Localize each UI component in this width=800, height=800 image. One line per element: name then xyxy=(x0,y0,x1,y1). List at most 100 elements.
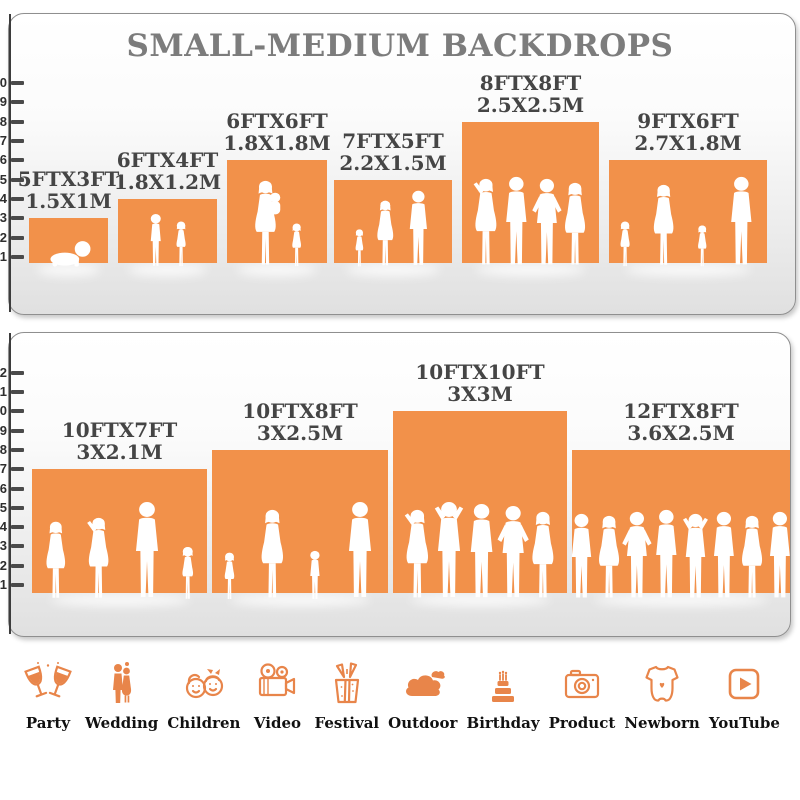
category-label: Wedding xyxy=(85,714,159,732)
bar-reflection xyxy=(237,264,317,276)
ruler-tick xyxy=(11,428,24,433)
silhouette-man xyxy=(402,190,435,268)
festival-icon xyxy=(323,660,371,708)
children-icon xyxy=(180,660,228,708)
silhouette-man2 xyxy=(493,505,533,601)
ruler-tick xyxy=(11,81,24,86)
backdrop-size-label: 10FTX10FT 3X3M xyxy=(370,361,590,405)
ruler-number: 7 xyxy=(0,461,7,477)
silhouette-man xyxy=(563,513,600,601)
category-youtube: YouTube xyxy=(709,660,780,732)
category-label: YouTube xyxy=(708,714,780,732)
party-icon xyxy=(24,660,72,708)
ruler-number: 11 xyxy=(0,384,7,399)
size-ft-text: 10FTX8FT xyxy=(242,398,358,423)
silhouette-woman xyxy=(253,509,292,601)
silhouette-woman-baby xyxy=(247,180,284,268)
category-label: Newborn xyxy=(624,714,700,732)
silhouette-woman2 xyxy=(467,178,505,268)
category-label: Festival xyxy=(314,714,380,732)
ruler-tick xyxy=(11,525,24,530)
backdrop-bar-7ftx5ft xyxy=(334,179,452,263)
ruler-number: 5 xyxy=(0,171,7,187)
outdoor-icon xyxy=(399,660,447,708)
bar-reflection xyxy=(624,264,752,276)
size-ft-text: 12FTX8FT xyxy=(623,398,739,423)
silhouette-man xyxy=(126,501,168,601)
ruler-tick xyxy=(11,139,24,144)
ruler-number: 4 xyxy=(0,519,7,535)
size-m-text: 3.6X2.5M xyxy=(627,420,735,445)
silhouette-man xyxy=(339,501,381,601)
silhouette-girl xyxy=(219,551,240,601)
silhouette-boy xyxy=(144,212,168,268)
ruler-number: 1 xyxy=(0,577,7,592)
size-m-text: 3X2.1M xyxy=(76,440,163,465)
product-icon xyxy=(558,660,606,708)
youtube-icon xyxy=(720,660,768,708)
ruler-number: 3 xyxy=(0,210,7,226)
bar-reflection xyxy=(127,264,208,276)
category-label: Product xyxy=(548,714,616,732)
backdrop-size-label: 7FTX5FT 2.2X1.5M xyxy=(283,130,503,174)
backdrop-size-label: 9FTX6FT 2.7X1.8M xyxy=(578,110,798,154)
backdrop-size-label: 6FTX4FT 1.8X1.2M xyxy=(58,149,278,193)
silhouette-girl xyxy=(176,545,200,601)
bar-reflection xyxy=(229,594,371,606)
silhouette-girl xyxy=(287,222,306,268)
category-label: Party xyxy=(25,714,71,732)
ruler-tick xyxy=(11,100,24,105)
category-label: Children xyxy=(167,714,241,732)
size-ft-text: 8FTX8FT xyxy=(479,70,582,95)
size-m-text: 2.5X2.5M xyxy=(476,92,585,117)
silhouette-girl xyxy=(351,228,368,268)
ruler-tick xyxy=(11,447,24,452)
category-label: Outdoor xyxy=(388,714,458,732)
ruler-number: 8 xyxy=(0,441,7,457)
silhouette-woman xyxy=(371,200,400,268)
size-ft-text: 10FTX10FT xyxy=(415,360,545,385)
ruler-number: 2 xyxy=(0,557,7,573)
category-wedding: Wedding xyxy=(85,660,158,732)
ruler-tick xyxy=(11,390,24,394)
ruler-tick xyxy=(11,370,24,375)
bar-reflection xyxy=(49,594,190,606)
ruler-tick xyxy=(11,197,24,201)
category-label: Birthday xyxy=(466,714,540,732)
newborn-icon xyxy=(638,660,686,708)
ruler-number: 2 xyxy=(0,229,7,245)
ruler-tick xyxy=(11,467,24,472)
size-m-text: 2.2X1.5M xyxy=(339,150,447,175)
ruler-tick xyxy=(11,583,24,587)
silhouette-man xyxy=(497,176,536,268)
silhouette-boy xyxy=(304,549,326,601)
ruler-tick xyxy=(11,486,24,491)
ruler-number: 9 xyxy=(0,94,7,110)
size-ft-text: 9FTX6FT xyxy=(637,109,739,134)
ruler-number: 4 xyxy=(0,191,7,206)
silhouette-man3 xyxy=(677,513,714,601)
silhouette-man xyxy=(461,503,502,601)
backdrop-size-label: 6FTX6FT 1.8X1.8M xyxy=(167,110,387,154)
page-title: SMALL-MEDIUM BACKDROPS xyxy=(126,28,674,64)
ruler-tick xyxy=(11,235,24,240)
silhouette-woman xyxy=(734,515,770,601)
category-label: Video xyxy=(253,714,302,732)
silhouette-girl xyxy=(171,220,191,268)
wedding-icon xyxy=(98,660,146,708)
silhouette-woman2 xyxy=(81,517,116,601)
bar-reflection xyxy=(475,264,586,276)
category-children: Children xyxy=(167,660,240,732)
size-m-text: 3X3M xyxy=(447,382,513,407)
ruler-tick xyxy=(11,119,24,124)
silhouette-baby xyxy=(45,238,92,268)
silhouette-woman xyxy=(591,515,627,601)
backdrop-size-label: 8FTX8FT 2.5X2.5M xyxy=(421,72,641,116)
silhouette-man xyxy=(761,511,799,601)
ruler-number: 12 xyxy=(0,364,7,380)
size-ft-text: 5FTX3FT xyxy=(17,167,120,192)
backdrop-size-label: 5FTX3FT 1.5X1M xyxy=(0,168,179,212)
silhouette-woman xyxy=(557,182,593,268)
size-m-text: 2.7X1.8M xyxy=(634,131,742,156)
